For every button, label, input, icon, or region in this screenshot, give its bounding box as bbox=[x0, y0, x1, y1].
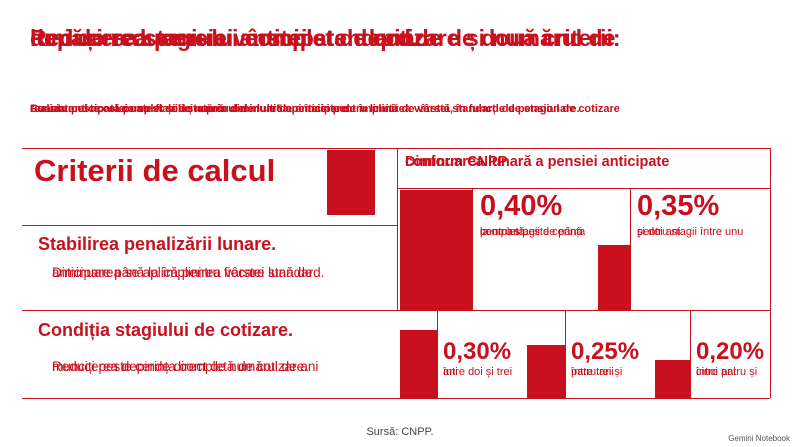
text-line: munciți peste cerința completă de cotiza… bbox=[52, 359, 308, 374]
block bbox=[655, 360, 690, 398]
text-line: Pensia anticipată poate fi solicitată cu… bbox=[30, 103, 580, 115]
rule bbox=[22, 398, 770, 399]
text-line: între trei și bbox=[571, 366, 623, 378]
text-line: pentru stagii de până bbox=[480, 226, 583, 238]
text-line: pentru stagii între unu bbox=[637, 226, 744, 238]
text-line: anticipare până la împlinirea vârstei st… bbox=[52, 265, 325, 280]
text-line: ani bbox=[443, 366, 458, 378]
text-line: Diminuarea se aplică pentru fiecare lună… bbox=[52, 265, 313, 280]
rule bbox=[22, 310, 770, 311]
text-line: la un an peste cerința bbox=[480, 226, 586, 238]
rule bbox=[397, 188, 770, 189]
text-line: cinci ani bbox=[696, 366, 736, 378]
rule bbox=[437, 310, 438, 398]
block bbox=[400, 190, 472, 310]
block bbox=[327, 150, 375, 215]
text-line: Reducerea pensiei anticipate depinde de … bbox=[30, 25, 621, 51]
text-line: și doi ani. bbox=[637, 226, 684, 238]
source: Sursă: CNPP. bbox=[366, 426, 434, 438]
text-line: Reducerea depinde direct de numărul de a… bbox=[52, 359, 319, 374]
rule bbox=[22, 225, 397, 226]
text-line: Diminuarea lunară a pensiei anticipate bbox=[405, 154, 670, 170]
block bbox=[527, 345, 565, 398]
rule bbox=[630, 188, 631, 310]
text-line: depășirea stagiului complet de cotizare … bbox=[30, 25, 616, 51]
value: 0,40% bbox=[480, 190, 563, 222]
value: 0,25% bbox=[571, 338, 640, 365]
text-line: luni de reducere a vârstei standard. bbox=[30, 25, 418, 51]
text-line: între patru și bbox=[696, 366, 758, 378]
rule bbox=[690, 310, 691, 398]
block bbox=[598, 245, 630, 310]
rule bbox=[472, 188, 473, 310]
value: 0,20% bbox=[696, 338, 765, 365]
text-line: Cuantumul acesteia se stabilește prin di… bbox=[30, 103, 620, 115]
text-line: între doi și trei bbox=[443, 366, 513, 378]
rule bbox=[565, 310, 566, 398]
text-line: realizat peste cel complet și de numărul… bbox=[30, 103, 351, 115]
rule bbox=[22, 148, 770, 149]
section-heading: Stabilirea penalizării lunare. bbox=[38, 234, 277, 254]
value: 0,30% bbox=[443, 338, 512, 365]
section-heading: Condiția stagiului de cotizare. bbox=[38, 320, 294, 340]
block bbox=[400, 330, 437, 398]
text-line: conform CNPP bbox=[405, 154, 508, 170]
watermark: Gemini Notebook bbox=[728, 434, 790, 443]
text-line: patru ani bbox=[571, 366, 614, 378]
left-title: Criterii de calcul bbox=[34, 153, 276, 188]
rule bbox=[770, 148, 771, 398]
value: 0,35% bbox=[637, 190, 720, 222]
text-line: completă. bbox=[480, 226, 528, 238]
rule bbox=[397, 148, 398, 310]
